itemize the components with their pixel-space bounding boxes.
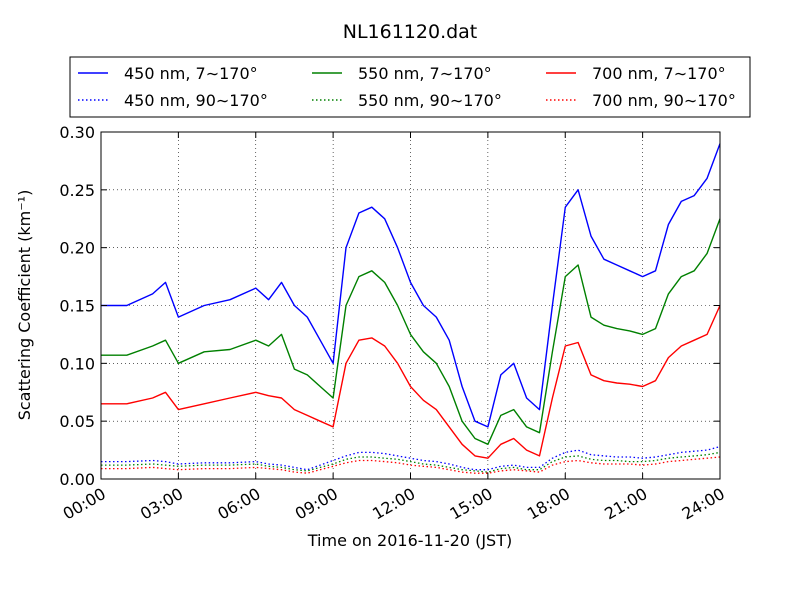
y-tick-label: 0.05 (59, 412, 95, 431)
y-axis-label: Scattering Coefficient (km⁻¹) (15, 190, 34, 421)
x-tick-label: 18:00 (524, 484, 573, 524)
chart-title: NL161120.dat (343, 21, 478, 43)
legend-label: 450 nm, 90∼170° (124, 91, 268, 110)
series-line (101, 451, 721, 473)
x-tick-label: 09:00 (292, 484, 341, 524)
y-axis: 0.00 0.05 0.10 0.15 0.20 0.25 0.30 (59, 123, 720, 489)
y-tick-label: 0.30 (59, 123, 95, 142)
x-tick-label: 24:00 (679, 484, 728, 524)
series-line (101, 305, 721, 459)
legend-label: 700 nm, 7∼170° (592, 64, 726, 83)
series-line (101, 445, 721, 471)
legend-label: 700 nm, 90∼170° (592, 91, 736, 110)
plot-area (101, 143, 721, 474)
x-tick-label: 12:00 (369, 484, 418, 524)
legend-label: 550 nm, 7∼170° (358, 64, 492, 83)
y-tick-label: 0.00 (59, 470, 95, 489)
x-tick-label: 00:00 (60, 484, 109, 524)
x-tick-label: 03:00 (137, 484, 186, 524)
legend: 450 nm, 7∼170° 550 nm, 7∼170° 700 nm, 7∼17… (69, 56, 751, 118)
series-line (101, 456, 721, 474)
series-line (101, 143, 721, 428)
x-tick-label: 15:00 (446, 484, 495, 524)
x-axis: 00:00 03:00 06:00 09:00 12:00 15:00 18:00 21:00… (60, 132, 728, 524)
x-tick-label: 06:00 (214, 484, 263, 524)
legend-label: 450 nm, 7∼170° (124, 64, 258, 83)
x-axis-label: Time on 2016-11-20 (JST) (307, 531, 512, 550)
y-tick-label: 0.15 (59, 297, 95, 316)
grid (100, 131, 721, 480)
series-line (101, 218, 721, 445)
legend-label: 550 nm, 90∼170° (358, 91, 502, 110)
y-tick-label: 0.10 (59, 354, 95, 373)
x-tick-label: 21:00 (601, 484, 650, 524)
y-tick-label: 0.25 (59, 181, 95, 200)
y-tick-label: 0.20 (59, 239, 95, 258)
legend-frame (69, 56, 751, 118)
